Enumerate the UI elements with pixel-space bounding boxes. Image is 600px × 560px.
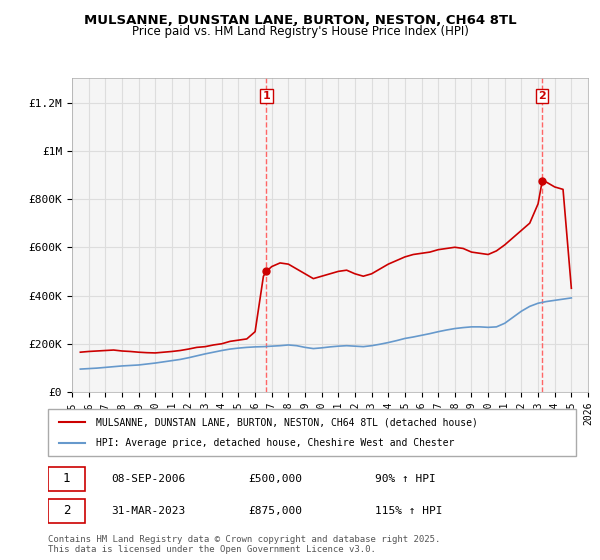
- Text: 08-SEP-2006: 08-SEP-2006: [112, 474, 185, 484]
- FancyBboxPatch shape: [48, 466, 85, 491]
- FancyBboxPatch shape: [48, 409, 576, 456]
- Text: HPI: Average price, detached house, Cheshire West and Chester: HPI: Average price, detached house, Ches…: [95, 438, 454, 448]
- FancyBboxPatch shape: [48, 499, 85, 523]
- Text: £500,000: £500,000: [248, 474, 302, 484]
- Text: 1: 1: [263, 91, 270, 101]
- Text: 31-MAR-2023: 31-MAR-2023: [112, 506, 185, 516]
- Text: 90% ↑ HPI: 90% ↑ HPI: [376, 474, 436, 484]
- Text: MULSANNE, DUNSTAN LANE, BURTON, NESTON, CH64 8TL: MULSANNE, DUNSTAN LANE, BURTON, NESTON, …: [83, 14, 517, 27]
- Text: Price paid vs. HM Land Registry's House Price Index (HPI): Price paid vs. HM Land Registry's House …: [131, 25, 469, 38]
- Text: £875,000: £875,000: [248, 506, 302, 516]
- Text: 115% ↑ HPI: 115% ↑ HPI: [376, 506, 443, 516]
- Text: MULSANNE, DUNSTAN LANE, BURTON, NESTON, CH64 8TL (detached house): MULSANNE, DUNSTAN LANE, BURTON, NESTON, …: [95, 417, 478, 427]
- Text: 2: 2: [63, 505, 70, 517]
- Text: 2: 2: [538, 91, 546, 101]
- Text: 1: 1: [63, 472, 70, 486]
- Text: Contains HM Land Registry data © Crown copyright and database right 2025.
This d: Contains HM Land Registry data © Crown c…: [48, 535, 440, 554]
